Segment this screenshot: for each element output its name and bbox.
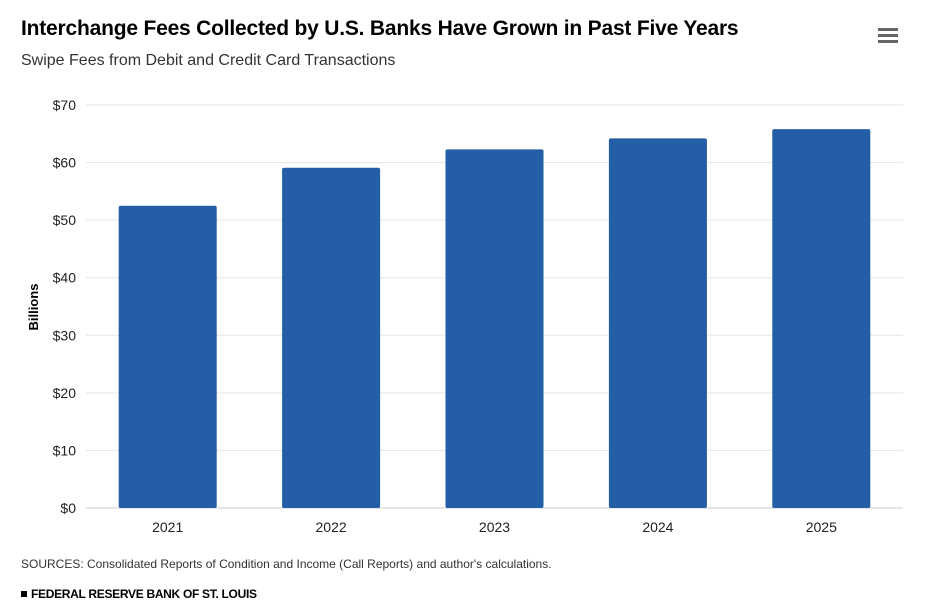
brand-name: FEDERAL RESERVE BANK OF ST. LOUIS xyxy=(31,587,257,601)
y-tick-label: $60 xyxy=(53,155,77,171)
chart-subtitle: Swipe Fees from Debit and Credit Card Tr… xyxy=(21,52,396,69)
bar-chart: 2021 2022 2023 2024 2025 $0 $10 $20 $30 $40 $50 $6… xyxy=(26,97,903,535)
bar-2021[interactable] xyxy=(118,205,217,508)
y-tick-label: $50 xyxy=(53,212,77,228)
y-tick-label: $30 xyxy=(53,327,77,343)
x-tick-label: 2023 xyxy=(479,519,510,535)
brand-footer: FEDERAL RESERVE BANK OF ST. LOUIS xyxy=(21,587,257,601)
x-tick-label: 2022 xyxy=(316,519,347,535)
y-axis-label: Billions xyxy=(26,284,41,331)
x-tick-label: 2025 xyxy=(806,519,837,535)
y-tick-label: $0 xyxy=(60,500,76,516)
bar-2025[interactable] xyxy=(772,129,871,508)
x-tick-label: 2024 xyxy=(642,519,673,535)
square-bullet-icon xyxy=(21,591,27,597)
hamburger-menu-icon[interactable] xyxy=(878,28,898,46)
source-note: SOURCES: Consolidated Reports of Conditi… xyxy=(21,557,552,571)
x-tick-label: 2021 xyxy=(152,519,183,535)
y-tick-label: $10 xyxy=(53,442,77,458)
chart-title: Interchange Fees Collected by U.S. Banks… xyxy=(21,17,739,40)
bar-2024[interactable] xyxy=(608,138,707,509)
bar-2023[interactable] xyxy=(445,149,544,508)
y-tick-label: $70 xyxy=(53,97,77,113)
y-tick-label: $20 xyxy=(53,385,77,401)
bar-2022[interactable] xyxy=(282,167,381,508)
y-tick-label: $40 xyxy=(53,270,77,286)
